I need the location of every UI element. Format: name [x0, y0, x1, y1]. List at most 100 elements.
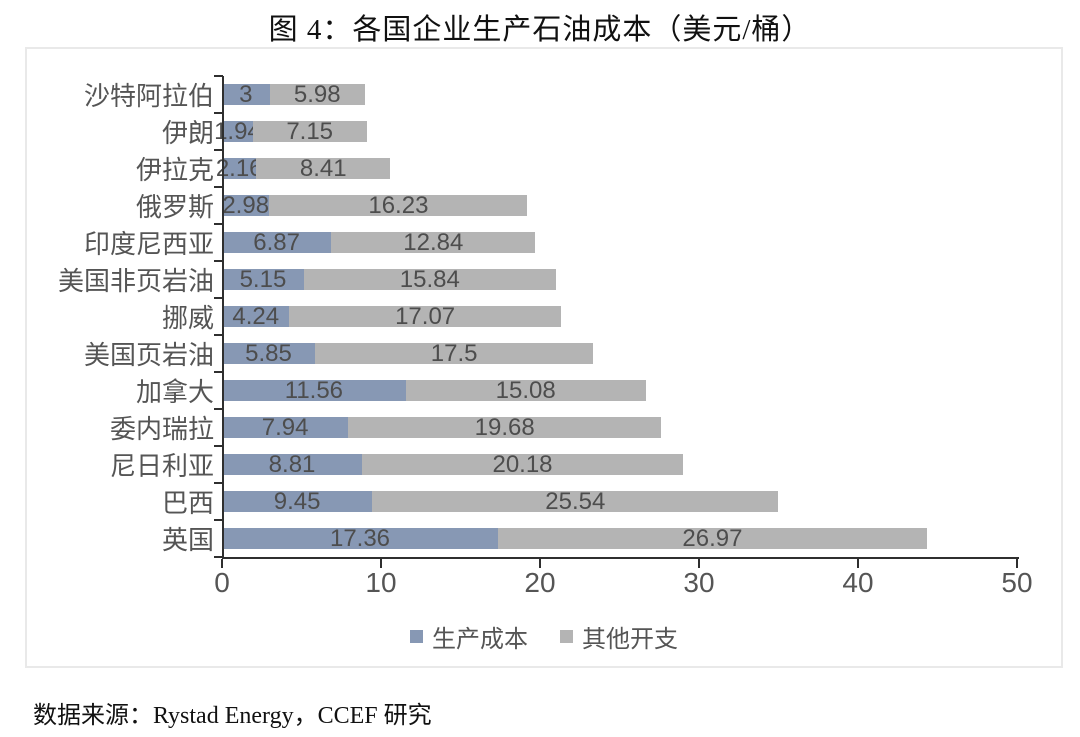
- bar-segment-other: 15.84: [303, 266, 556, 293]
- value-label: 17.36: [329, 525, 391, 552]
- y-tick-mark: [214, 260, 223, 262]
- category-label: 俄罗斯: [135, 192, 214, 222]
- stacked-bar: 11.56 15.08: [222, 377, 646, 404]
- bar-segment-production: 5.85: [222, 340, 315, 367]
- bar-row: 英国 17.36 26.97: [27, 520, 1061, 557]
- x-tick-mark: [221, 559, 223, 568]
- value-label: 9.45: [273, 488, 321, 515]
- x-tick-mark: [857, 559, 859, 568]
- bar-segment-production: 11.56: [222, 377, 406, 404]
- bar-row: 挪威 4.24 17.07: [27, 298, 1061, 335]
- legend: 生产成本 其他开支: [27, 619, 1061, 654]
- value-label: 11.56: [284, 377, 344, 404]
- category-label: 美国页岩油: [83, 340, 214, 370]
- bar-row: 伊朗 1.94 7.15: [27, 113, 1061, 150]
- stacked-bar: 7.94 19.68: [222, 414, 662, 441]
- stacked-bar: 9.45 25.54: [222, 488, 779, 515]
- value-label: 2.98: [222, 192, 270, 219]
- bar-segment-production: 1.94: [214, 120, 261, 144]
- legend-label-production: 生产成本: [432, 626, 528, 653]
- category-label: 伊拉克: [135, 155, 214, 185]
- plot-frame: 沙特阿拉伯 3 5.98 伊朗 1.94 7.15 伊拉克 2.16 8.41 俄罗斯 2.98 16…: [25, 47, 1063, 668]
- value-label: 8.41: [299, 155, 347, 182]
- category-label: 委内瑞拉: [109, 414, 214, 444]
- bar-segment-production: 6.87: [222, 229, 332, 256]
- y-axis-line: [222, 76, 224, 559]
- bar-row: 尼日利亚 8.81 20.18: [27, 446, 1061, 483]
- legend-swatch-production: [410, 630, 423, 643]
- bar-rows-container: 沙特阿拉伯 3 5.98 伊朗 1.94 7.15 伊拉克 2.16 8.41 俄罗斯 2.98 16…: [27, 76, 1061, 557]
- bar-segment-other: 12.84: [331, 229, 536, 256]
- value-label: 26.97: [682, 525, 743, 552]
- bar-segment-other: 5.98: [269, 81, 365, 108]
- stacked-bar: 4.24 17.07: [222, 303, 561, 330]
- category-label: 英国: [161, 525, 214, 555]
- bar-segment-production: 8.81: [222, 453, 363, 477]
- x-tick-mark: [539, 559, 541, 568]
- bar-row: 俄罗斯 2.98 16.23: [27, 187, 1061, 224]
- legend-item-other: 其他开支: [560, 619, 678, 654]
- bar-segment-other: 15.08: [405, 379, 646, 403]
- category-label: 美国非页岩油: [57, 266, 214, 296]
- y-tick-mark: [214, 371, 223, 373]
- stacked-bar: 5.15 15.84: [222, 266, 556, 293]
- bar-row: 美国非页岩油 5.15 15.84: [27, 261, 1061, 298]
- chart-title: 图 4：各国企业生产石油成本（美元/桶）: [268, 14, 812, 46]
- x-axis-line: [222, 557, 1019, 559]
- stacked-bar: 2.16 8.41: [216, 155, 391, 182]
- stacked-bar: 8.81 20.18: [222, 453, 683, 477]
- value-label: 16.23: [368, 192, 429, 219]
- category-label: 加拿大: [135, 377, 214, 407]
- x-tick-label: 10: [365, 567, 397, 598]
- value-label: 17.07: [395, 303, 456, 330]
- y-tick-mark: [214, 112, 223, 114]
- value-label: 5.98: [293, 81, 341, 108]
- bar-segment-other: 8.41: [256, 155, 391, 182]
- y-tick-mark: [214, 482, 223, 484]
- y-tick-mark: [214, 334, 223, 336]
- x-tick-label: 40: [842, 567, 874, 598]
- value-label: 12.84: [403, 229, 464, 256]
- value-label: 19.68: [474, 414, 535, 441]
- category-label: 巴西: [161, 488, 214, 518]
- value-label: 15.84: [399, 266, 460, 293]
- bar-segment-production: 17.36: [222, 525, 499, 552]
- x-tick-label: 30: [683, 567, 715, 598]
- category-label: 印度尼西亚: [83, 229, 214, 259]
- legend-item-production: 生产成本: [410, 619, 528, 654]
- bar-segment-other: 26.97: [498, 525, 927, 552]
- bar-segment-production: 7.94: [222, 414, 349, 441]
- value-label: 17.5: [430, 340, 478, 367]
- value-label: 4.24: [232, 303, 280, 330]
- legend-swatch-other: [560, 630, 573, 643]
- value-label: 3: [239, 81, 253, 108]
- bar-row: 沙特阿拉伯 3 5.98: [27, 76, 1061, 113]
- stacked-bar: 6.87 12.84: [222, 229, 536, 256]
- y-tick-mark: [214, 297, 223, 299]
- stacked-bar: 5.85 17.5: [222, 340, 594, 367]
- value-label: 5.15: [239, 266, 287, 293]
- x-tick-mark: [1016, 559, 1018, 568]
- value-label: 7.94: [261, 414, 309, 441]
- y-tick-mark: [214, 445, 223, 447]
- value-label: 25.54: [545, 488, 606, 515]
- bar-row: 委内瑞拉 7.94 19.68: [27, 409, 1061, 446]
- category-label: 伊朗: [161, 118, 214, 148]
- bar-segment-production: 9.45: [222, 488, 373, 515]
- stacked-bar: 2.98 16.23: [222, 192, 528, 219]
- value-label: 6.87: [253, 229, 300, 256]
- stacked-bar: 17.36 26.97: [222, 525, 927, 552]
- x-tick-mark: [380, 559, 382, 568]
- bar-segment-production: 2.16: [216, 157, 263, 181]
- bar-segment-production: 5.15: [222, 266, 304, 293]
- value-label: 5.85: [245, 340, 292, 367]
- y-tick-mark: [214, 556, 223, 558]
- x-tick-label: 50: [1001, 567, 1033, 598]
- bar-segment-other: 20.18: [362, 453, 683, 477]
- y-tick-mark: [214, 408, 223, 410]
- x-tick-mark: [698, 559, 700, 568]
- y-tick-mark: [214, 186, 223, 188]
- legend-label-other: 其他开支: [582, 626, 678, 653]
- x-tick-label: 0: [214, 567, 230, 598]
- bar-row: 伊拉克 2.16 8.41: [27, 150, 1061, 187]
